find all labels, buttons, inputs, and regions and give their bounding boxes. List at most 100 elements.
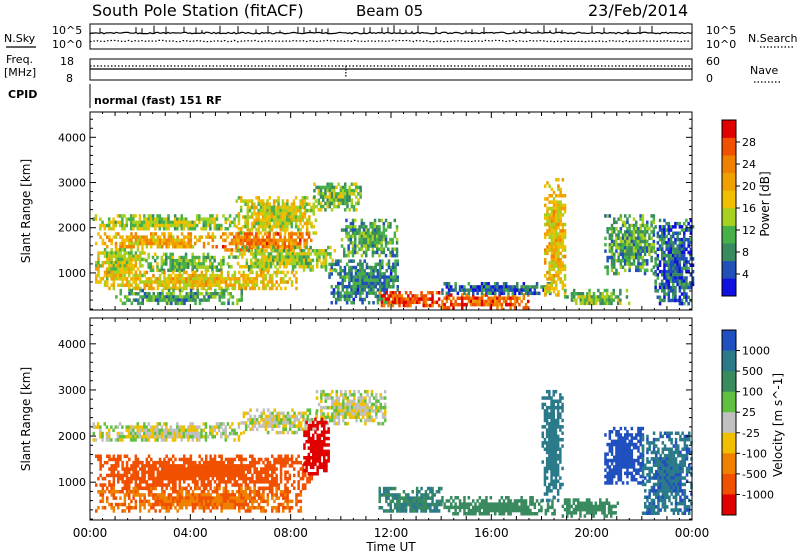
range-gate-cell [301,205,304,210]
range-gate-cell [563,274,567,278]
range-gate-cell [195,214,199,218]
range-gate-cell [680,228,684,232]
range-gate-cell [615,271,618,276]
range-gate-cell [552,232,556,236]
range-gate-cell [138,425,142,429]
range-gate-cell [349,234,353,239]
range-gate-cell [211,270,215,275]
range-gate-cell [557,242,560,246]
range-gate-cell [211,277,215,281]
range-gate-cell [119,235,122,239]
range-gate-cell [156,286,160,291]
range-gate-cell [108,270,111,274]
range-gate-cell [590,298,593,302]
range-gate-cell [380,244,383,248]
range-gate-cell [324,258,328,263]
range-gate-cell [112,223,115,228]
range-gate-cell [357,399,360,403]
range-gate-cell [264,218,267,222]
range-gate-cell [178,428,181,433]
range-gate-cell [650,220,653,225]
range-gate-cell [564,295,567,299]
range-gate-cell [206,265,210,269]
range-gate-cell [404,300,408,305]
range-gate-cell [180,214,183,218]
range-gate-cell [365,285,369,289]
range-gate-cell [431,303,434,308]
range-gate-cell [400,294,403,298]
range-gate-cell [247,411,250,416]
range-gate-cell [280,430,283,435]
range-gate-cell [476,296,479,300]
range-gate-cell [239,431,243,436]
range-gate-cell [661,237,664,242]
range-gate-cell [150,232,153,236]
range-gate-cell [550,251,554,256]
scatter-region-2 [313,182,362,212]
range-gate-cell [363,278,366,283]
range-gate-cell [646,239,649,244]
range-gate-cell [658,301,662,306]
range-gate-cell [174,483,177,487]
range-gate-cell [173,220,177,225]
range-gate-cell [272,221,276,226]
range-gate-cell [322,412,325,416]
range-gate-cell [344,389,347,394]
range-gate-cell [328,418,332,423]
range-gate-cell [247,268,251,272]
range-gate-cell [290,248,293,252]
range-gate-cell [353,409,356,413]
range-gate-cell [615,259,618,263]
range-gate-cell [165,435,168,439]
range-gate-cell [524,291,528,296]
range-gate-cell [550,213,554,217]
range-gate-cell [257,218,260,222]
range-gate-cell [244,199,247,203]
range-gate-cell [359,275,362,279]
range-gate-cell [555,274,558,278]
range-gate-cell [130,232,133,236]
range-gate-cell [319,204,323,209]
range-gate-cell [273,424,276,428]
range-gate-cell [165,245,168,249]
range-gate-cell [297,411,301,416]
range-gate-cell [286,218,289,222]
range-gate-cell [99,460,102,465]
range-gate-cell [154,232,157,236]
range-gate-cell [128,286,131,291]
range-gate-cell [603,288,607,293]
range-gate-cell [180,431,183,436]
range-gate-cell [303,212,307,216]
range-gate-cell [356,285,360,289]
range-gate-cell [245,258,249,263]
range-gate-cell [213,283,217,287]
range-gate-cell [237,235,240,239]
range-gate-cell [608,298,611,302]
range-gate-cell [295,418,298,422]
range-gate-cell [347,225,350,229]
range-gate-cell [271,277,274,281]
range-gate-cell [683,289,686,293]
range-gate-cell [171,431,175,436]
range-gate-cell [392,262,395,267]
range-gate-cell [637,227,640,231]
range-gate-cell [258,268,262,272]
range-gate-cell [299,235,302,239]
range-gate-cell [527,285,530,289]
range-gate-cell [266,235,269,239]
range-gate-cell [114,220,117,225]
range-gate-cell [550,226,554,230]
range-gate-cell [152,238,155,243]
range-gate-cell [489,299,493,304]
scatter-region-3 [95,232,217,249]
range-gate-cell [265,258,268,263]
range-gate-cell [228,232,232,236]
range-gate-cell [112,476,116,481]
range-gate-cell [369,244,372,248]
range-gate-cell [152,476,155,481]
range-gate-cell [685,228,688,232]
range-gate-cell [335,389,338,394]
range-gate-cell [198,214,201,218]
range-gate-cell [378,247,381,251]
range-gate-cell [305,221,309,226]
